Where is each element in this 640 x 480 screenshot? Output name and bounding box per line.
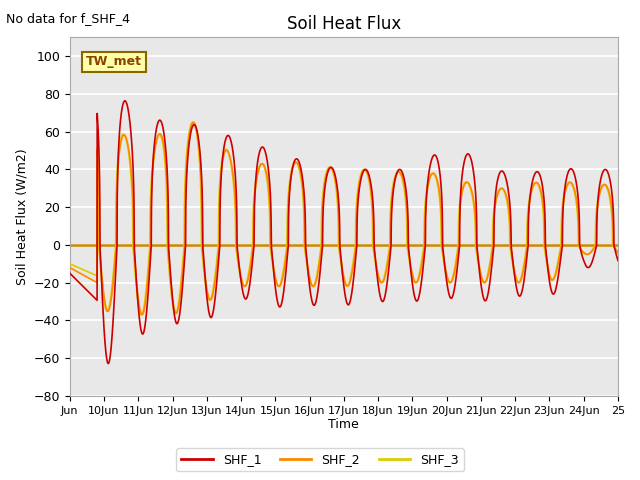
Legend: SHF_1, SHF_2, SHF_3: SHF_1, SHF_2, SHF_3 xyxy=(177,448,463,471)
Text: TW_met: TW_met xyxy=(86,55,142,68)
Y-axis label: Soil Heat Flux (W/m2): Soil Heat Flux (W/m2) xyxy=(15,148,28,285)
Title: Soil Heat Flux: Soil Heat Flux xyxy=(287,15,401,33)
Text: No data for f_SHF_4: No data for f_SHF_4 xyxy=(6,12,131,25)
X-axis label: Time: Time xyxy=(328,419,359,432)
